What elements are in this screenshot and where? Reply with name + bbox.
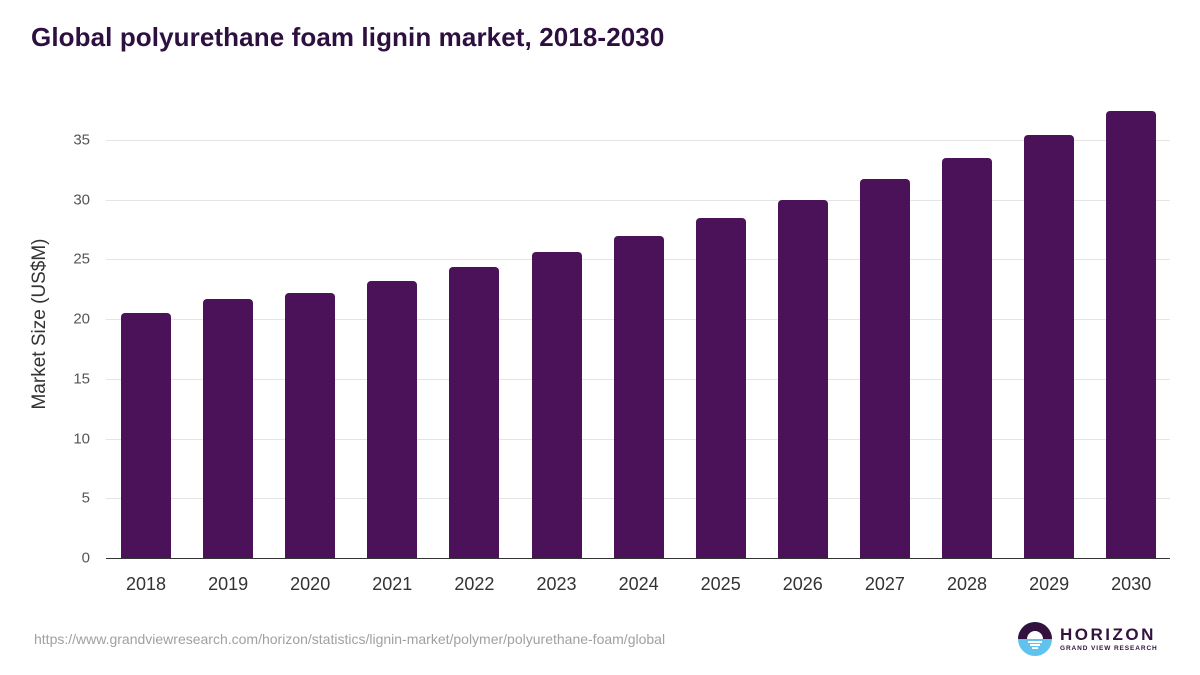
y-tick-label: 5 xyxy=(81,489,90,507)
bar-2030[interactable] xyxy=(1106,111,1157,558)
x-tick-label: 2020 xyxy=(290,574,331,594)
bar-2027[interactable] xyxy=(859,179,910,558)
bar-2029[interactable] xyxy=(1024,135,1075,558)
y-tick-label: 15 xyxy=(73,370,90,388)
x-tick-label: 2019 xyxy=(208,574,249,594)
logo-subtitle: GRAND VIEW RESEARCH xyxy=(1060,644,1158,652)
x-axis-line xyxy=(106,558,1170,559)
bar-2019[interactable] xyxy=(203,298,254,558)
chart-title: Global polyurethane foam lignin market, … xyxy=(31,22,665,52)
bar-2024[interactable] xyxy=(613,235,664,558)
y-tick-label: 30 xyxy=(73,191,90,209)
bar-2022[interactable] xyxy=(449,266,500,558)
y-tick-label: 20 xyxy=(73,310,90,328)
y-tick-label: 0 xyxy=(81,549,90,567)
bar-2021[interactable] xyxy=(367,280,418,558)
source-url[interactable]: https://www.grandviewresearch.com/horizo… xyxy=(34,631,666,647)
bar-2025[interactable] xyxy=(695,217,746,558)
gridline xyxy=(106,140,1170,141)
bar-2028[interactable] xyxy=(942,157,992,558)
x-tick-label: 2028 xyxy=(946,574,988,594)
bar-2023[interactable] xyxy=(531,252,582,558)
bar-2020[interactable] xyxy=(285,292,336,558)
y-tick-label: 35 xyxy=(73,131,90,149)
gridline xyxy=(106,200,1170,201)
logo-name: HORIZON xyxy=(1060,624,1156,644)
x-tick-label: 2024 xyxy=(618,574,659,594)
y-tick-label: 10 xyxy=(73,430,90,448)
x-tick-label: 2029 xyxy=(1029,574,1070,594)
x-tick-label: 2026 xyxy=(782,574,823,594)
x-tick-label: 2022 xyxy=(454,574,495,594)
x-tick-label: 2018 xyxy=(125,574,167,594)
y-tick-label: 25 xyxy=(73,250,90,268)
horizon-logo-icon xyxy=(1018,622,1052,656)
horizon-logo: HORIZON GRAND VIEW RESEARCH xyxy=(1018,622,1158,656)
x-tick-label: 2025 xyxy=(700,574,741,594)
x-tick-label: 2023 xyxy=(536,574,577,594)
x-tick-label: 2027 xyxy=(864,574,905,594)
y-axis-label: Market Size (US$M) xyxy=(29,238,50,410)
x-tick-label: 2030 xyxy=(1111,574,1152,594)
x-tick-label: 2021 xyxy=(372,574,413,594)
bar-2018[interactable] xyxy=(121,313,171,558)
bar-2026[interactable] xyxy=(777,199,828,558)
